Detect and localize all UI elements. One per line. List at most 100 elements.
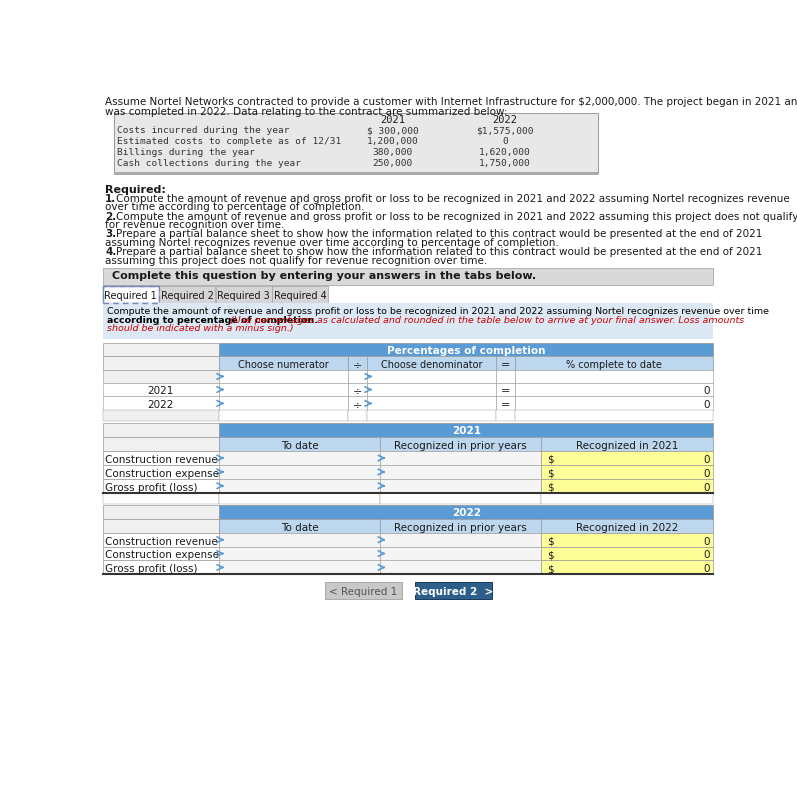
Text: Gross profit (loss): Gross profit (loss) [105, 483, 198, 493]
Bar [103, 343, 219, 356]
Bar [380, 465, 541, 479]
Bar [541, 451, 713, 465]
Text: Prepare a partial balance sheet to show how the information related to this cont: Prepare a partial balance sheet to show … [116, 247, 762, 257]
Bar [273, 286, 328, 304]
Text: Choose denominator: Choose denominator [381, 360, 482, 370]
Text: Construction revenue: Construction revenue [105, 455, 218, 465]
Bar [367, 410, 496, 421]
Text: Gross profit (loss): Gross profit (loss) [105, 564, 198, 574]
Bar [347, 370, 367, 382]
Text: Percentages of completion: Percentages of completion [387, 346, 545, 355]
Text: assuming Nortel recognizes revenue over time according to percentage of completi: assuming Nortel recognizes revenue over … [105, 238, 559, 248]
Text: 3.: 3. [105, 230, 116, 239]
Text: < Required 1: < Required 1 [329, 587, 398, 597]
Bar [216, 286, 272, 304]
Bar [380, 533, 541, 547]
Bar [103, 397, 219, 410]
Bar [219, 424, 713, 437]
Bar [496, 370, 515, 382]
Bar [515, 410, 713, 421]
Text: 380,000: 380,000 [372, 148, 413, 157]
Text: 4.: 4. [105, 247, 116, 257]
Text: 2021: 2021 [147, 386, 174, 397]
Text: Prepare a partial balance sheet to show how the information related to this cont: Prepare a partial balance sheet to show … [116, 230, 762, 239]
Text: 1,750,000: 1,750,000 [479, 158, 531, 168]
Text: Billings during the year: Billings during the year [116, 148, 255, 157]
Bar [496, 356, 515, 370]
Bar [380, 493, 541, 503]
Bar [347, 410, 367, 421]
Bar [219, 397, 347, 410]
Text: Required:: Required: [105, 184, 166, 195]
Text: =: = [501, 401, 510, 410]
Text: 2022: 2022 [452, 508, 481, 518]
Text: according to percentage of completion.: according to percentage of completion. [108, 316, 318, 324]
Text: $1,575,000: $1,575,000 [476, 126, 534, 135]
Text: ÷: ÷ [352, 386, 362, 397]
Text: 2021: 2021 [452, 426, 481, 436]
Bar [103, 437, 219, 451]
Bar [347, 382, 367, 397]
Text: should be indicated with a minus sign.): should be indicated with a minus sign.) [108, 324, 294, 333]
Text: 0: 0 [703, 469, 709, 479]
Text: (Use percentages as calculated and rounded in the table below to arrive at your : (Use percentages as calculated and round… [226, 316, 744, 324]
Bar [496, 397, 515, 410]
Text: over time according to percentage of completion.: over time according to percentage of com… [105, 203, 364, 212]
Bar [367, 382, 496, 397]
Text: 0: 0 [703, 386, 709, 397]
Bar [380, 451, 541, 465]
Bar [103, 560, 219, 574]
Text: Recognized in prior years: Recognized in prior years [395, 441, 527, 451]
Text: 0: 0 [703, 401, 709, 410]
Text: 1.: 1. [105, 194, 116, 204]
Text: was completed in 2022. Data relating to the contract are summarized below:: was completed in 2022. Data relating to … [105, 107, 508, 117]
Bar [103, 370, 219, 382]
Text: Compute the amount of revenue and gross profit or loss to be recognized in 2021 : Compute the amount of revenue and gross … [116, 194, 790, 204]
Bar [103, 493, 219, 503]
Text: 2022: 2022 [493, 115, 517, 126]
Text: =: = [501, 386, 510, 397]
Bar [380, 479, 541, 493]
Text: $: $ [548, 550, 554, 560]
Bar [219, 547, 380, 560]
Bar [103, 304, 713, 339]
Text: $: $ [548, 537, 554, 547]
Text: Recognized in prior years: Recognized in prior years [395, 523, 527, 533]
Text: assuming this project does not qualify for revenue recognition over time.: assuming this project does not qualify f… [105, 255, 487, 266]
Bar [114, 113, 598, 173]
Text: 0: 0 [703, 455, 709, 465]
Bar [103, 286, 159, 304]
Bar [219, 370, 347, 382]
Bar [103, 356, 219, 370]
Text: $: $ [548, 469, 554, 479]
Bar [219, 533, 380, 547]
Text: $: $ [548, 564, 554, 574]
Bar [219, 356, 347, 370]
Bar [103, 382, 219, 397]
Text: $ 300,000: $ 300,000 [367, 126, 418, 135]
Bar [219, 505, 713, 519]
Bar [380, 519, 541, 533]
Bar [541, 465, 713, 479]
Bar [380, 547, 541, 560]
Text: To date: To date [281, 441, 318, 451]
Bar [159, 286, 215, 304]
Bar [496, 410, 515, 421]
Bar [380, 437, 541, 451]
Bar [515, 370, 713, 382]
Bar [219, 410, 347, 421]
Bar [324, 582, 402, 599]
Text: Costs incurred during the year: Costs incurred during the year [116, 126, 289, 135]
Bar [219, 465, 380, 479]
Bar [515, 382, 713, 397]
Text: ÷: ÷ [352, 401, 362, 410]
Text: 2022: 2022 [147, 401, 174, 410]
Text: 2.: 2. [105, 211, 116, 222]
Text: =: = [501, 360, 510, 370]
Text: 0: 0 [703, 564, 709, 574]
Bar [219, 479, 380, 493]
Bar [103, 533, 219, 547]
Text: 0: 0 [703, 537, 709, 547]
Text: 250,000: 250,000 [372, 158, 413, 168]
Text: % complete to date: % complete to date [567, 360, 662, 370]
